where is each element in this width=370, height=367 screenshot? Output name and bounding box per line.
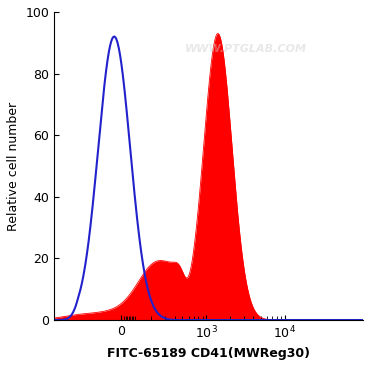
X-axis label: FITC-65189 CD41(MWReg30): FITC-65189 CD41(MWReg30) — [107, 347, 310, 360]
Text: WWW.PTGLAB.COM: WWW.PTGLAB.COM — [185, 44, 307, 54]
Y-axis label: Relative cell number: Relative cell number — [7, 101, 20, 230]
